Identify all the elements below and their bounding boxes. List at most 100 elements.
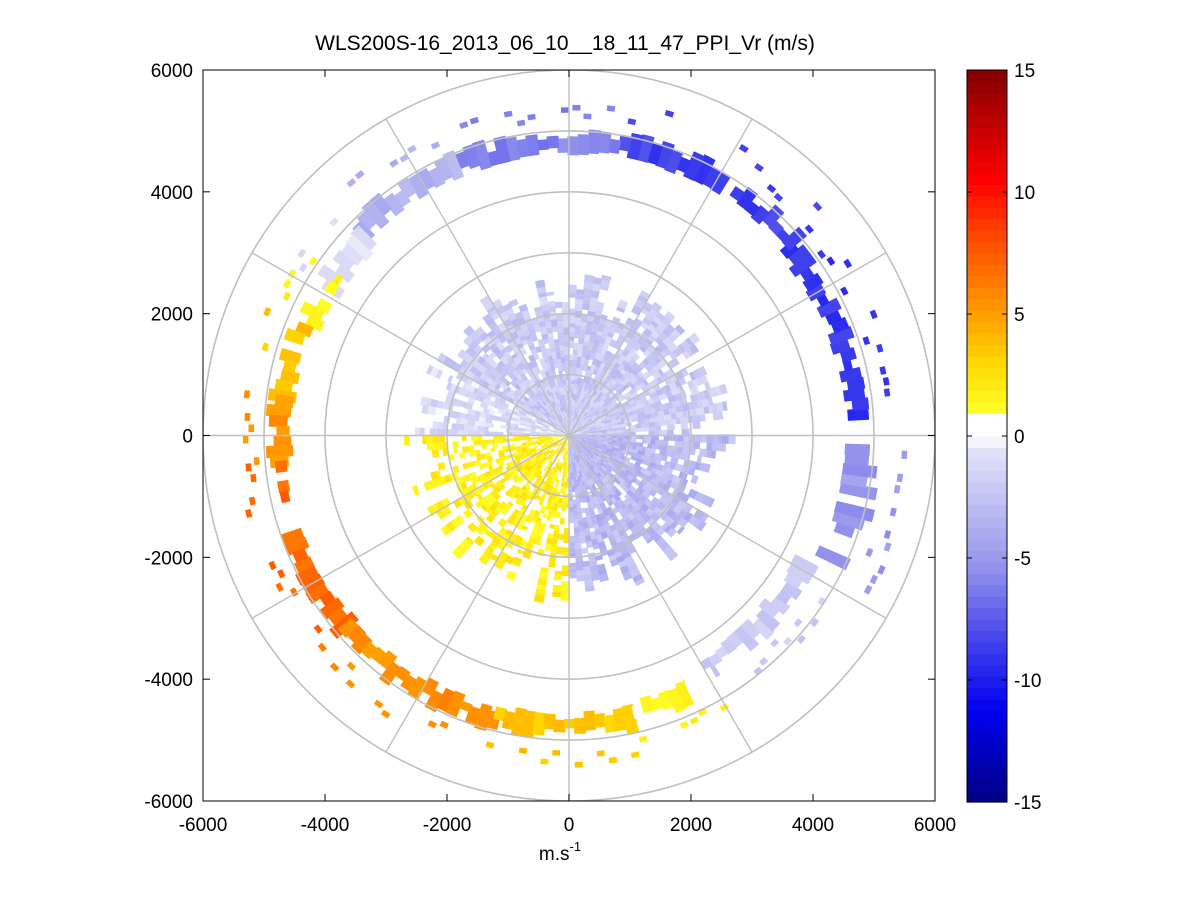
velocity-cell [582, 447, 586, 452]
velocity-cell [600, 372, 609, 382]
velocity-cell [243, 389, 251, 399]
velocity-cell [718, 383, 728, 395]
velocity-cell [541, 454, 548, 459]
velocity-cell [816, 297, 842, 318]
velocity-cell [593, 431, 602, 435]
velocity-cell [473, 444, 482, 452]
velocity-cell [419, 396, 428, 407]
velocity-cell [604, 482, 613, 491]
velocity-cell [588, 401, 593, 407]
velocity-cell [370, 646, 388, 664]
velocity-cell [539, 357, 546, 366]
velocity-cell [585, 349, 592, 356]
velocity-cell [595, 455, 602, 461]
velocity-cell [585, 471, 592, 481]
velocity-cell [498, 375, 508, 385]
colorbar-swatch [967, 744, 1007, 757]
x-tick-label: 4000 [792, 815, 834, 836]
velocity-cell [470, 435, 478, 442]
velocity-cell [634, 479, 641, 486]
velocity-cell [504, 488, 514, 498]
velocity-cell [670, 456, 679, 465]
x-tick-label: -4000 [301, 815, 350, 836]
velocity-cell [590, 406, 597, 413]
velocity-cell [601, 473, 607, 479]
velocity-cell [556, 325, 564, 333]
velocity-cell [600, 461, 607, 468]
velocity-cell [691, 377, 700, 388]
velocity-cell [520, 447, 527, 452]
velocity-cell [498, 369, 508, 379]
velocity-cell [640, 502, 650, 512]
velocity-cell [560, 404, 564, 412]
velocity-cell [558, 497, 563, 504]
velocity-cell [539, 505, 547, 515]
velocity-cell [633, 464, 643, 472]
velocity-cell [560, 433, 567, 436]
velocity-cell [675, 404, 683, 413]
velocity-cell [603, 419, 612, 424]
velocity-cell [577, 134, 591, 156]
velocity-cell [561, 437, 568, 442]
velocity-cell [511, 438, 516, 442]
velocity-cell [520, 373, 528, 382]
velocity-cell [559, 423, 566, 431]
velocity-cell [582, 447, 589, 452]
velocity-cell [582, 452, 586, 458]
velocity-cell [597, 496, 604, 504]
velocity-cell [445, 382, 453, 391]
colorbar-swatch [967, 378, 1007, 391]
velocity-cell [467, 408, 476, 417]
velocity-cell [482, 435, 488, 441]
velocity-cell [461, 401, 468, 409]
velocity-cell [571, 442, 576, 450]
velocity-cell [635, 423, 642, 429]
velocity-cell [662, 471, 669, 479]
velocity-cell [563, 437, 568, 441]
velocity-cell [666, 450, 671, 457]
velocity-cell [564, 472, 568, 479]
velocity-cell [541, 441, 546, 445]
velocity-cell [591, 409, 596, 415]
velocity-cell [527, 400, 535, 407]
velocity-cell [483, 439, 491, 446]
velocity-cell [540, 758, 549, 765]
velocity-cell [523, 406, 532, 414]
velocity-cell [561, 576, 571, 582]
colorbar-swatch [967, 150, 1007, 163]
velocity-cell [579, 443, 587, 449]
velocity-cell [585, 441, 593, 446]
velocity-cell [750, 204, 770, 225]
velocity-cell [554, 570, 563, 576]
velocity-cell [625, 391, 632, 398]
velocity-cell [562, 418, 566, 426]
velocity-cell [590, 424, 595, 428]
velocity-cell [571, 436, 577, 439]
velocity-cell [474, 394, 481, 402]
velocity-cell [527, 443, 534, 447]
velocity-cell [547, 402, 554, 410]
velocity-cell [516, 429, 524, 434]
velocity-cell [499, 355, 510, 366]
velocity-cell [587, 394, 593, 400]
velocity-cell [689, 460, 696, 469]
velocity-cell [547, 467, 553, 475]
velocity-cell [569, 426, 571, 434]
velocity-cell [490, 488, 500, 498]
velocity-cell [530, 468, 538, 476]
velocity-cell [596, 438, 602, 441]
velocity-cell [558, 439, 563, 444]
velocity-cell [549, 425, 554, 429]
velocity-cell [430, 471, 438, 481]
velocity-cell [607, 480, 615, 489]
velocity-cell [595, 448, 602, 454]
velocity-cell [545, 473, 550, 478]
velocity-cell [592, 470, 599, 478]
velocity-cell [533, 306, 543, 313]
velocity-cell [685, 337, 695, 348]
velocity-cell [629, 391, 639, 400]
velocity-cell [677, 434, 684, 442]
velocity-cell [459, 412, 466, 420]
velocity-cell [429, 366, 439, 378]
velocity-cell [575, 500, 581, 507]
